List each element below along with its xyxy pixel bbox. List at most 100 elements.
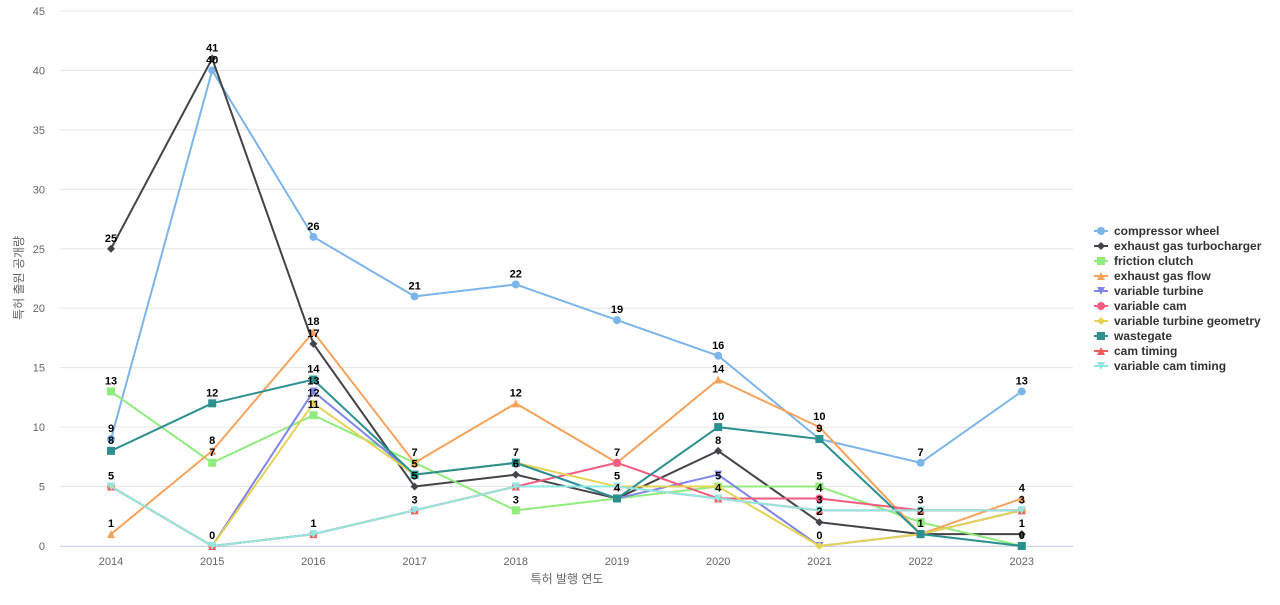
data-label: 13 — [307, 375, 319, 387]
legend-item[interactable]: friction clutch — [1094, 254, 1193, 268]
data-label: 13 — [1016, 375, 1028, 387]
data-point — [107, 387, 115, 396]
legend-item[interactable]: variable turbine — [1094, 284, 1204, 298]
x-tick-label: 2022 — [908, 556, 932, 568]
data-point — [815, 494, 824, 503]
data-point — [815, 542, 824, 550]
y-tick-label: 30 — [33, 184, 45, 196]
data-point — [815, 435, 824, 443]
series-line — [110, 402, 1023, 547]
data-label: 8 — [108, 435, 114, 447]
data-label: 12 — [510, 387, 522, 399]
data-point — [714, 351, 723, 360]
data-label: 7 — [412, 447, 418, 459]
data-point — [309, 375, 318, 384]
data-label: 9 — [816, 423, 822, 435]
data-label: 3 — [513, 494, 519, 506]
data-label: 5 — [816, 471, 822, 483]
data-label: 14 — [712, 364, 725, 376]
x-tick-label: 2014 — [99, 556, 123, 568]
data-point — [511, 506, 520, 515]
data-point — [714, 494, 723, 503]
data-point — [410, 506, 419, 515]
y-tick-label: 20 — [33, 303, 45, 315]
data-label: 16 — [712, 340, 724, 352]
legend-item[interactable]: exhaust gas turbocharger — [1094, 239, 1262, 253]
axis-layer: 특허 발행 연도 특허 출원 공개량 — [12, 236, 603, 586]
legend-item[interactable]: compressor wheel — [1094, 224, 1219, 238]
x-tick-label: 2017 — [402, 556, 426, 568]
data-label: 4 — [715, 482, 722, 494]
y-tick-label: 25 — [33, 244, 45, 256]
data-label: 2 — [918, 506, 924, 518]
series-line — [110, 485, 1022, 547]
data-point — [511, 470, 520, 479]
data-label: 10 — [712, 411, 724, 423]
legend-item[interactable]: cam timing — [1094, 344, 1177, 358]
data-point — [1017, 542, 1026, 550]
data-label: 0 — [1019, 530, 1025, 542]
data-point — [613, 458, 621, 467]
data-label: 41 — [206, 43, 218, 55]
legend-marker — [1097, 332, 1105, 340]
data-label: 22 — [510, 268, 522, 280]
data-label: 1 — [1019, 518, 1025, 530]
legend-item[interactable]: exhaust gas flow — [1094, 269, 1211, 283]
legend-item[interactable]: wastegate — [1094, 329, 1172, 343]
series-cam-timing — [107, 482, 1026, 550]
data-label: 5 — [412, 459, 418, 471]
legend-item[interactable]: variable turbine geometry — [1094, 314, 1261, 328]
series-line — [110, 390, 1023, 547]
legend-label: variable cam — [1114, 299, 1187, 313]
data-point — [309, 328, 318, 336]
data-point — [815, 482, 824, 491]
legend-marker — [1097, 242, 1105, 250]
series-compressor-wheel — [107, 66, 1026, 467]
data-point — [309, 530, 318, 539]
data-label: 7 — [513, 447, 519, 459]
data-label: 1 — [310, 518, 316, 530]
data-point — [613, 316, 621, 325]
data-point — [410, 458, 419, 467]
legend-item[interactable]: variable cam timing — [1094, 359, 1226, 373]
data-label: 13 — [105, 375, 117, 387]
data-point — [714, 482, 723, 491]
legend-marker — [1097, 272, 1105, 280]
legend-label: wastegate — [1113, 329, 1172, 343]
legend-marker — [1097, 347, 1105, 355]
series-line — [110, 390, 1023, 547]
y-tick-label: 0 — [39, 541, 45, 553]
data-label: 0 — [209, 530, 215, 542]
data-point — [916, 530, 925, 539]
x-tick-label: 2023 — [1010, 556, 1034, 568]
data-label: 19 — [611, 304, 623, 316]
data-point — [208, 399, 217, 408]
data-point — [916, 518, 925, 527]
legend-item[interactable]: variable cam — [1094, 299, 1187, 313]
data-label: 7 — [614, 447, 620, 459]
data-point — [714, 446, 723, 455]
data-point — [714, 470, 723, 479]
data-point — [1017, 494, 1026, 503]
data-point — [815, 506, 824, 515]
legend-label: variable turbine — [1114, 284, 1204, 298]
data-label: 1 — [918, 518, 924, 530]
x-tick-label: 2018 — [504, 556, 528, 568]
data-label: 3 — [918, 494, 924, 506]
data-point — [511, 482, 520, 491]
data-point — [309, 387, 318, 396]
data-point — [309, 399, 318, 408]
data-label: 12 — [206, 387, 218, 399]
data-label: 40 — [206, 54, 218, 66]
data-point — [309, 411, 318, 420]
series-exhaust-gas-turbocharger — [107, 54, 1026, 539]
series-line — [110, 69, 1023, 464]
data-point — [916, 458, 925, 467]
data-point — [511, 399, 520, 408]
data-label: 9 — [108, 423, 114, 435]
data-point — [613, 482, 621, 491]
data-point — [410, 470, 419, 479]
